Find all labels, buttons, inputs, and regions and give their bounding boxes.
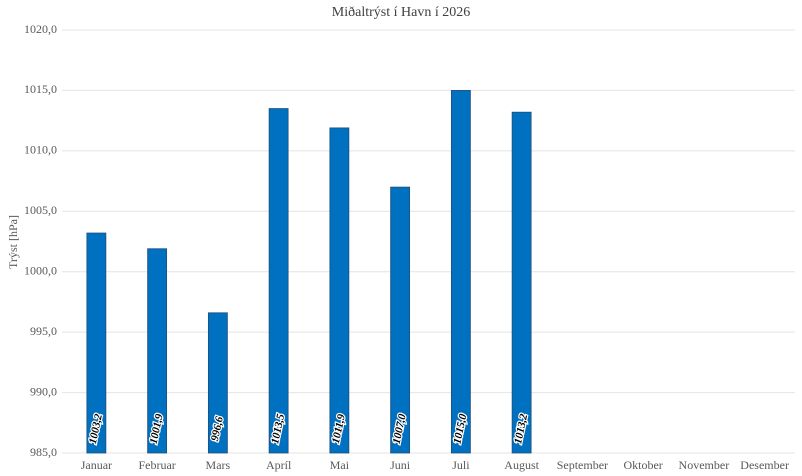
bar <box>450 90 471 454</box>
y-tick-label: 1005,0 <box>24 203 57 217</box>
y-tick-label: 1010,0 <box>24 143 57 157</box>
bar <box>511 111 532 454</box>
x-tick-label: November <box>679 458 730 472</box>
y-tick-label: 985,0 <box>30 445 57 459</box>
y-tick-label: 1020,0 <box>24 22 57 36</box>
x-tick-label: Desember <box>740 458 789 472</box>
x-tick-label: Januar <box>81 458 112 472</box>
y-tick-label: 1000,0 <box>24 263 57 277</box>
x-tick-label: Mars <box>206 458 231 472</box>
x-tick-label: Juli <box>452 458 470 472</box>
bar <box>268 108 289 454</box>
bar <box>329 127 350 454</box>
y-tick-label: 990,0 <box>30 384 57 398</box>
bar <box>147 248 168 454</box>
x-tick-label: Juni <box>390 458 411 472</box>
x-tick-label: Oktober <box>623 458 662 472</box>
chart-title: Miðaltrýst í Havn í 2026 <box>332 5 470 20</box>
x-tick-label: Apríl <box>266 458 292 472</box>
bar <box>207 312 228 454</box>
x-tick-label: Februar <box>138 458 175 472</box>
x-tick-label: August <box>504 458 539 472</box>
bar <box>390 186 411 454</box>
y-tick-label: 995,0 <box>30 324 57 338</box>
x-tick-label: September <box>557 458 608 472</box>
y-axis-title: Trýst [hPa] <box>6 215 20 269</box>
x-tick-label: Mai <box>330 458 350 472</box>
y-tick-label: 1015,0 <box>24 82 57 96</box>
bar <box>86 232 107 454</box>
